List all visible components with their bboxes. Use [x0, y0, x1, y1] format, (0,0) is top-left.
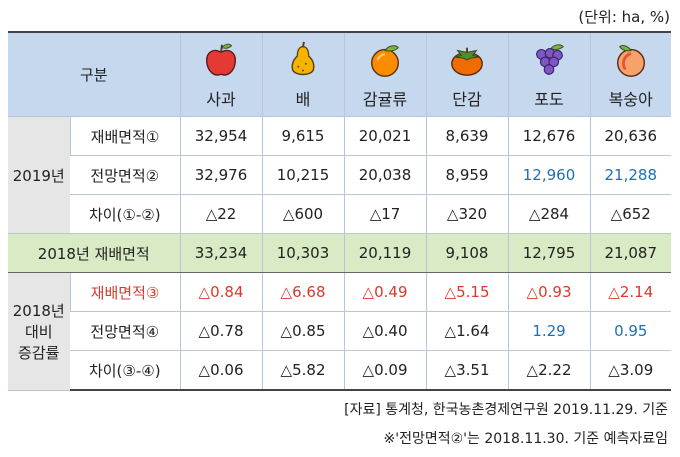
cell: 8,959: [425, 155, 509, 195]
unit-label: (단위: ha, %): [578, 8, 670, 26]
row-label: 재배면적①: [69, 116, 181, 156]
peach-icon: [616, 45, 645, 77]
total-row: 2018년 재배면적 33,234 10,303 20,119 9,108 12…: [8, 233, 672, 273]
pear-icon: [291, 41, 315, 76]
cell: 9,108: [425, 233, 509, 273]
cell: 9,615: [261, 116, 345, 156]
cell: 12,795: [507, 233, 591, 273]
group-label-2019: 2019년: [8, 116, 70, 234]
cell: △0.40: [343, 311, 427, 351]
cell: 20,038: [343, 155, 427, 195]
cell: 10,215: [261, 155, 345, 195]
table-row: 차이(①-②) △22 △600 △17 △320 △284 △652: [8, 194, 672, 234]
persimmon-icon: [451, 47, 483, 76]
cell: △22: [179, 194, 263, 234]
table-row: 2018년 대비 증감률 재배면적③ △0.84 △6.68 △0.49 △5.…: [8, 272, 672, 391]
table-row: 전망면적④ △0.78 △0.85 △0.40 △1.64 1.29 0.95: [8, 311, 672, 351]
cell: △0.93: [507, 272, 591, 312]
cell: △652: [589, 194, 672, 234]
cell: 12,960: [507, 155, 591, 195]
cell: △5.15: [425, 272, 509, 312]
cell: △2.14: [589, 272, 672, 312]
fruit-label-pear: 배: [295, 90, 311, 109]
fruit-label-peach: 복숭아: [608, 90, 653, 109]
fruit-label-apple: 사과: [206, 90, 236, 109]
fruit-header-apple: 사과: [179, 31, 263, 117]
row-label: 전망면적④: [70, 311, 181, 351]
table-row: 2019년 재배면적① 32,954 9,615 20,021 8,639 12…: [8, 116, 672, 234]
cell: 10,303: [261, 233, 345, 273]
row-label: 전망면적②: [70, 155, 181, 195]
row-label: 재배면적③: [69, 272, 181, 312]
remark-note: ※'전망면적②'는 2018.11.30. 기준 예측자료임: [383, 431, 669, 447]
cell: △5.82: [261, 350, 345, 391]
fruit-area-table: 구분 사과 배 감귤류: [8, 31, 672, 391]
cell: 20,119: [343, 233, 427, 273]
cell: 32,954: [179, 116, 263, 156]
cell: △6.68: [261, 272, 345, 312]
tangerine-icon: [371, 45, 400, 77]
fruit-header-persimmon: 단감: [425, 31, 509, 117]
cell: 20,636: [589, 116, 672, 156]
fruit-header-pear: 배: [261, 31, 345, 117]
cell: 32,976: [179, 155, 263, 195]
fruit-label-tangerine: 감귤류: [362, 90, 408, 109]
cell: 21,288: [589, 155, 672, 195]
group-label-line: 증감률: [18, 343, 60, 362]
cell: 8,639: [425, 116, 509, 156]
cell: 33,234: [179, 233, 263, 273]
group-label-line: 대비: [24, 322, 53, 341]
fruit-label-persimmon: 단감: [452, 90, 482, 109]
cell: △600: [261, 194, 345, 234]
cell: △0.06: [179, 350, 263, 391]
cell: △284: [507, 194, 591, 234]
cell: 1.29: [507, 311, 591, 351]
cell: 12,676: [507, 116, 591, 156]
fruit-label-grapes: 포도: [534, 90, 564, 109]
cell: △3.51: [425, 350, 509, 391]
source-note: [자료] 통계청, 한국농촌경제연구원 2019.11.29. 기준: [344, 402, 668, 418]
table-row: 전망면적② 32,976 10,215 20,038 8,959 12,960 …: [8, 155, 672, 195]
category-header: 구분: [8, 31, 181, 117]
grapes-icon: [536, 44, 564, 75]
cell: △0.49: [343, 272, 427, 312]
cell: △0.85: [261, 311, 345, 351]
total-label: 2018년 재배면적: [8, 233, 181, 273]
group-label-rate: 2018년 대비 증감률: [8, 272, 70, 391]
cell: △2.22: [507, 350, 591, 391]
cell: △0.84: [179, 272, 263, 312]
fruit-header-grapes: 포도: [507, 31, 591, 117]
cell: △17: [343, 194, 427, 234]
fruit-header-peach: 복숭아: [589, 31, 672, 117]
cell: △1.64: [425, 311, 509, 351]
fruit-header-tangerine: 감귤류: [343, 31, 427, 117]
table-row: 차이(③-④) △0.06 △5.82 △0.09 △3.51 △2.22 △3…: [8, 350, 672, 391]
cell: △0.78: [179, 311, 263, 351]
row-label: 차이(③-④): [70, 350, 181, 391]
group-label-line: 2018년: [12, 301, 65, 320]
cell: 0.95: [589, 311, 672, 351]
cell: 21,087: [589, 233, 672, 273]
row-label: 차이(①-②): [70, 194, 181, 234]
cell: 20,021: [343, 116, 427, 156]
cell: △320: [425, 194, 509, 234]
header-row: 구분 사과 배 감귤류: [8, 31, 672, 117]
apple-icon: [206, 43, 236, 76]
cell: △3.09: [589, 350, 672, 391]
cell: △0.09: [343, 350, 427, 391]
